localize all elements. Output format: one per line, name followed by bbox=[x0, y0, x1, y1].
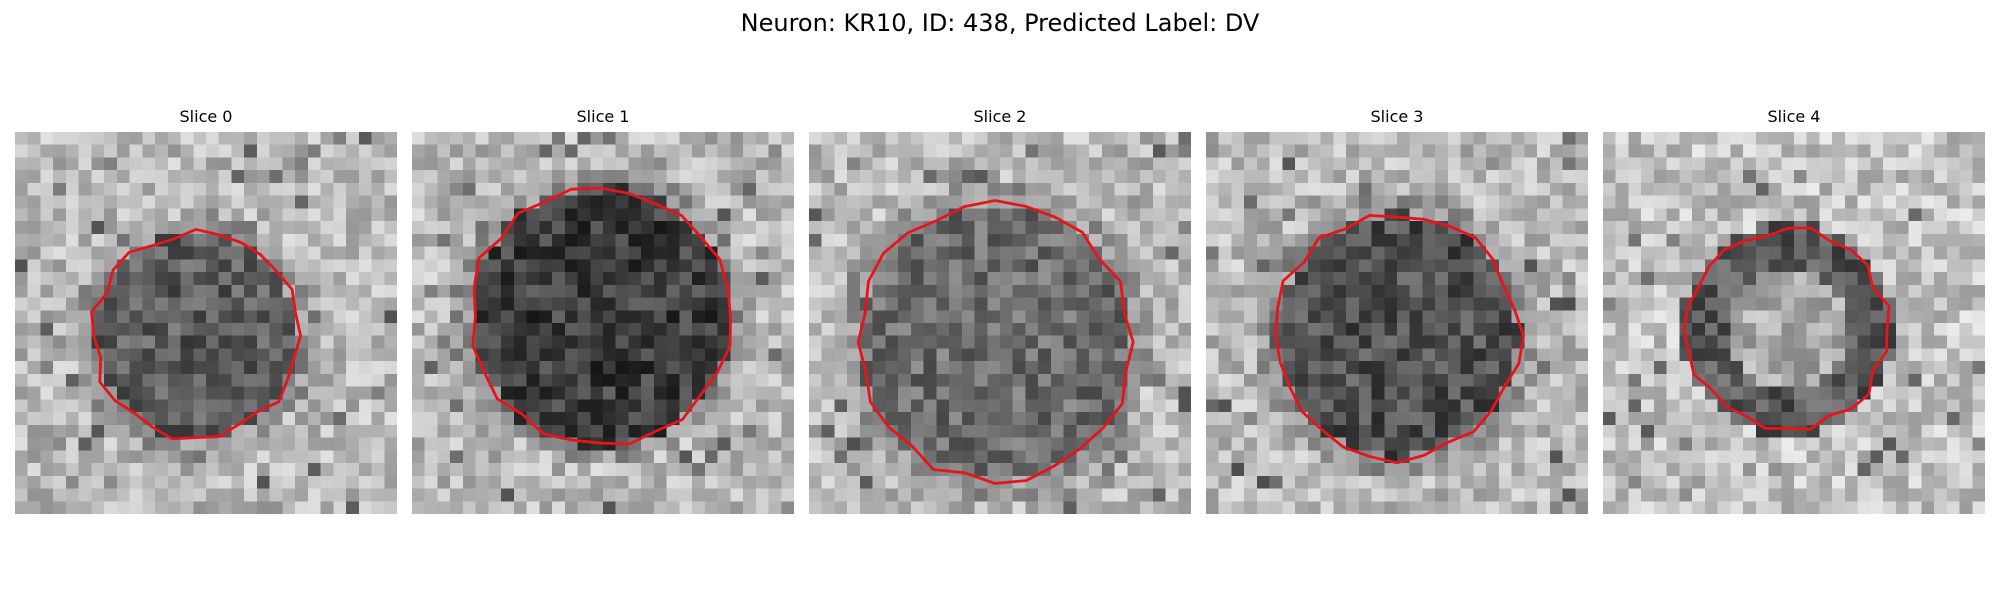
cell-contour bbox=[471, 186, 732, 446]
cell-contour bbox=[856, 199, 1135, 485]
cell-contour bbox=[1274, 213, 1526, 465]
slice-title: Slice 1 bbox=[576, 107, 630, 126]
slice-image bbox=[15, 132, 397, 514]
slice-panel-3: Slice 3 bbox=[1206, 105, 1588, 514]
slice-title: Slice 3 bbox=[1370, 107, 1424, 126]
cell-contour bbox=[90, 227, 303, 441]
slice-image bbox=[412, 132, 794, 514]
cell-contour bbox=[1682, 226, 1891, 431]
slice-panel-4: Slice 4 bbox=[1603, 105, 1985, 514]
slice-title: Slice 0 bbox=[179, 107, 233, 126]
slice-title: Slice 4 bbox=[1767, 107, 1821, 126]
slice-panel-2: Slice 2 bbox=[809, 105, 1191, 514]
slice-image bbox=[809, 132, 1191, 514]
slice-panel-1: Slice 1 bbox=[412, 105, 794, 514]
slice-title: Slice 2 bbox=[973, 107, 1027, 126]
slice-image bbox=[1206, 132, 1588, 514]
slice-panel-0: Slice 0 bbox=[15, 105, 397, 514]
figure-title: Neuron: KR10, ID: 438, Predicted Label: … bbox=[740, 9, 1260, 37]
slice-image bbox=[1603, 132, 1985, 514]
